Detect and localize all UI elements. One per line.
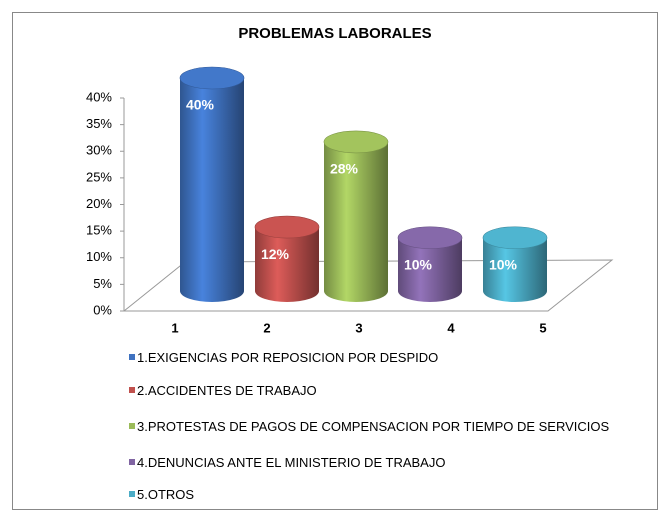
legend-swatch xyxy=(129,387,135,393)
y-tick-label: 40% xyxy=(86,89,112,104)
bar xyxy=(483,237,547,302)
legend-swatch xyxy=(129,459,135,465)
legend-swatch xyxy=(129,423,135,429)
legend-label: 5.OTROS xyxy=(137,487,195,502)
data-label: 10% xyxy=(489,256,518,272)
bar-top xyxy=(397,226,463,250)
legend-label: 4.DENUNCIAS ANTE EL MINISTERIO DE TRABAJ… xyxy=(137,455,446,470)
y-tick-label: 25% xyxy=(86,169,112,184)
y-tick-label: 35% xyxy=(86,116,112,131)
y-tick-label: 0% xyxy=(93,302,112,317)
bar-top xyxy=(179,66,245,90)
bar-top xyxy=(254,215,320,239)
x-tick-label: 5 xyxy=(539,320,546,335)
data-label: 12% xyxy=(261,246,290,262)
bar xyxy=(398,237,462,302)
x-tick-label: 2 xyxy=(263,320,270,335)
bar xyxy=(180,78,244,302)
x-tick-label: 4 xyxy=(447,320,455,335)
bar-top xyxy=(323,130,389,154)
y-tick-label: 15% xyxy=(86,223,112,238)
legend-label: 2.ACCIDENTES DE TRABAJO xyxy=(137,383,317,398)
legend-label: 3.PROTESTAS DE PAGOS DE COMPENSACION POR… xyxy=(137,419,610,434)
y-tick-label: 20% xyxy=(86,196,112,211)
bar-top xyxy=(482,226,548,250)
data-label: 28% xyxy=(330,161,359,177)
bar xyxy=(255,227,319,302)
data-label: 40% xyxy=(186,97,215,113)
chart-title: PROBLEMAS LABORALES xyxy=(238,25,431,42)
floor xyxy=(122,259,614,312)
x-tick-label: 1 xyxy=(171,320,178,335)
legend-label: 1.EXIGENCIAS POR REPOSICION POR DESPIDO xyxy=(137,350,439,365)
y-tick-label: 10% xyxy=(86,249,112,264)
bar xyxy=(324,141,388,302)
y-tick-label: 5% xyxy=(93,276,112,291)
legend-swatch xyxy=(129,354,135,360)
data-label: 10% xyxy=(404,256,433,272)
y-tick-label: 30% xyxy=(86,143,112,158)
x-tick-label: 3 xyxy=(355,320,362,335)
legend-swatch xyxy=(129,491,135,497)
